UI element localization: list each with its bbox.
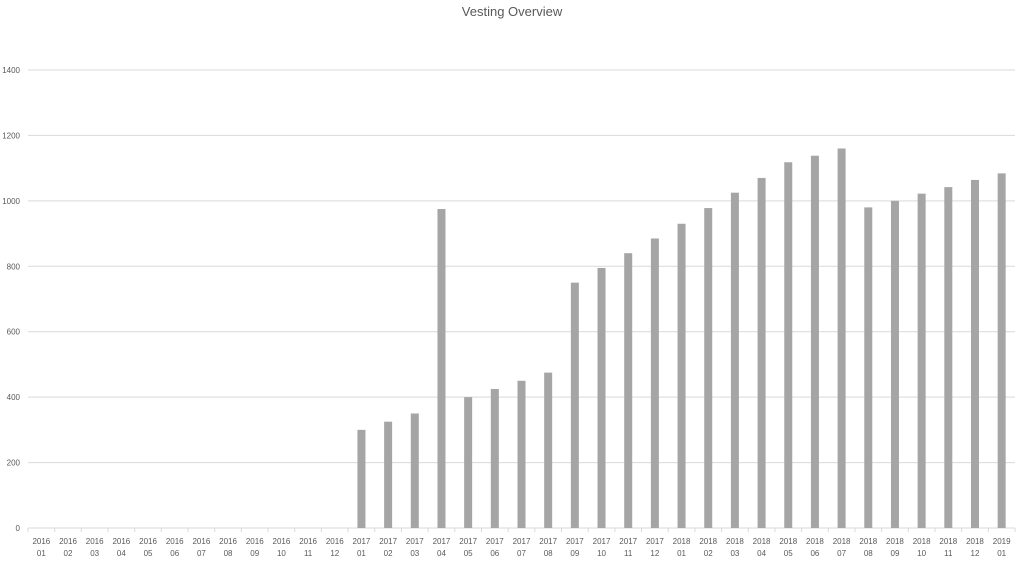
bar — [624, 253, 633, 528]
x-tick-label: 2016 03 — [86, 537, 104, 558]
x-tick-label: 2018 07 — [833, 537, 851, 558]
y-tick-label: 1200 — [2, 131, 20, 140]
bars — [357, 148, 1006, 529]
x-tick-label: 2016 06 — [166, 537, 184, 558]
y-tick-label: 600 — [7, 328, 21, 337]
x-tick-label: 2017 01 — [353, 537, 371, 558]
x-tick-label: 2018 10 — [913, 537, 931, 558]
x-tick-label: 2017 04 — [433, 537, 451, 558]
x-tick-label: 2019 01 — [993, 537, 1011, 558]
y-tick-label: 200 — [7, 459, 21, 468]
bar — [970, 179, 979, 529]
x-tick-label: 2017 03 — [406, 537, 424, 558]
x-tick-label: 2017 12 — [646, 537, 664, 558]
bar — [730, 192, 739, 528]
bar — [597, 267, 606, 528]
x-tick-label: 2016 08 — [219, 537, 237, 558]
bar — [570, 282, 579, 528]
bar — [810, 155, 819, 528]
y-tick-label: 400 — [7, 393, 21, 402]
x-tick-label: 2016 11 — [299, 537, 317, 558]
x-tick-label: 2018 05 — [779, 537, 797, 558]
bar — [757, 177, 766, 528]
bar — [944, 187, 953, 529]
x-tick-label: 2016 09 — [246, 537, 264, 558]
x-tick-label: 2018 03 — [726, 537, 744, 558]
x-tick-label: 2017 09 — [566, 537, 584, 558]
bar — [544, 372, 553, 528]
bar — [490, 388, 499, 528]
bar — [784, 162, 793, 529]
y-tick-label: 0 — [16, 524, 21, 533]
x-tick-label: 2018 04 — [753, 537, 771, 558]
x-tick-label: 2016 07 — [192, 537, 210, 558]
bar — [917, 193, 926, 528]
x-tick-label: 2016 01 — [32, 537, 50, 558]
bar — [517, 380, 526, 528]
bar — [357, 429, 366, 528]
bar — [997, 173, 1006, 528]
x-tick-label: 2016 02 — [59, 537, 77, 558]
bar — [384, 421, 393, 528]
bar — [650, 238, 659, 528]
x-tick-label: 2016 10 — [273, 537, 291, 558]
x-tick-label: 2017 07 — [513, 537, 531, 558]
x-tick-label: 2017 10 — [593, 537, 611, 558]
bar — [837, 148, 846, 528]
y-tick-label: 1000 — [2, 197, 20, 206]
x-tick-label: 2016 12 — [326, 537, 344, 558]
x-tick-label: 2018 06 — [806, 537, 824, 558]
x-tick-label: 2017 11 — [619, 537, 637, 558]
x-tick-label: 2016 05 — [139, 537, 157, 558]
x-tick-label: 2018 01 — [673, 537, 691, 558]
y-axis-tick-labels: 0 200 400 600 800 1000 1200 1400 — [2, 66, 20, 533]
x-tick-label: 2017 02 — [379, 537, 397, 558]
x-axis-tick-labels: 2016 01 2016 02 2016 03 2016 04 2016 05 2016 06 2016… — [32, 537, 1011, 558]
bar — [437, 209, 446, 529]
x-tick-label: 2017 05 — [459, 537, 477, 558]
y-tick-label: 800 — [7, 262, 21, 271]
x-tick-label: 2018 08 — [859, 537, 877, 558]
chart-title: Vesting Overview — [461, 4, 563, 19]
bar — [864, 207, 873, 528]
bar — [464, 397, 473, 528]
x-tick-label: 2018 11 — [939, 537, 957, 558]
bar — [410, 413, 419, 528]
x-tick-label: 2018 12 — [966, 537, 984, 558]
x-tick-label: 2018 02 — [699, 537, 717, 558]
bar — [704, 208, 713, 528]
bar — [677, 223, 686, 528]
x-tick-label: 2017 08 — [539, 537, 557, 558]
y-tick-label: 1400 — [2, 66, 20, 75]
x-tick-label: 2018 09 — [886, 537, 904, 558]
x-tick-label: 2017 06 — [486, 537, 504, 558]
x-tick-label: 2016 04 — [112, 537, 130, 558]
bar — [890, 200, 899, 528]
